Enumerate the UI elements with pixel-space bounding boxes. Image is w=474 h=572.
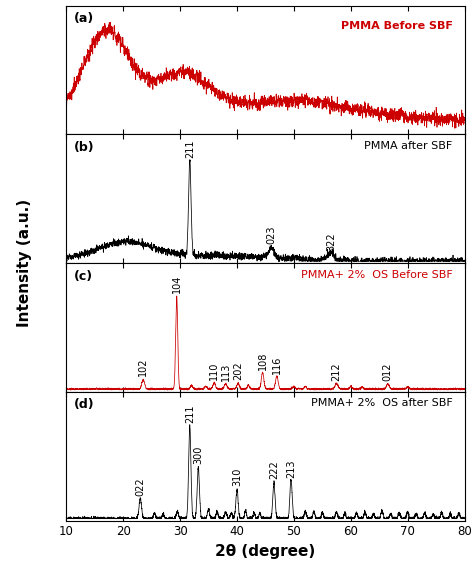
Text: (c): (c) bbox=[74, 269, 93, 283]
Text: 213: 213 bbox=[286, 459, 296, 478]
Text: 300: 300 bbox=[193, 445, 203, 464]
Text: (d): (d) bbox=[74, 398, 95, 411]
Text: 322: 322 bbox=[326, 233, 336, 251]
Text: 310: 310 bbox=[232, 468, 242, 486]
Text: (a): (a) bbox=[74, 12, 95, 25]
Text: PMMA Before SBF: PMMA Before SBF bbox=[341, 21, 453, 31]
Text: 108: 108 bbox=[257, 351, 268, 370]
Text: 102: 102 bbox=[138, 358, 148, 376]
Text: 110: 110 bbox=[209, 362, 219, 380]
Text: PMMA+ 2%  OS after SBF: PMMA+ 2% OS after SBF bbox=[311, 398, 453, 408]
Text: (b): (b) bbox=[74, 141, 95, 154]
Text: 113: 113 bbox=[220, 362, 231, 380]
Text: 202: 202 bbox=[233, 362, 243, 380]
Text: 211: 211 bbox=[185, 140, 195, 158]
Text: 212: 212 bbox=[331, 362, 342, 381]
Text: 211: 211 bbox=[185, 404, 195, 423]
Text: 104: 104 bbox=[172, 275, 182, 293]
Text: 022: 022 bbox=[135, 477, 146, 496]
Text: PMMA+ 2%  OS Before SBF: PMMA+ 2% OS Before SBF bbox=[301, 269, 453, 280]
Text: 116: 116 bbox=[272, 355, 282, 374]
Text: 023: 023 bbox=[266, 225, 276, 244]
Text: 012: 012 bbox=[383, 363, 393, 382]
Text: 222: 222 bbox=[269, 460, 279, 479]
Text: PMMA after SBF: PMMA after SBF bbox=[365, 141, 453, 151]
Text: Intensity (a.u.): Intensity (a.u.) bbox=[17, 199, 32, 327]
X-axis label: 2θ (degree): 2θ (degree) bbox=[215, 544, 316, 559]
